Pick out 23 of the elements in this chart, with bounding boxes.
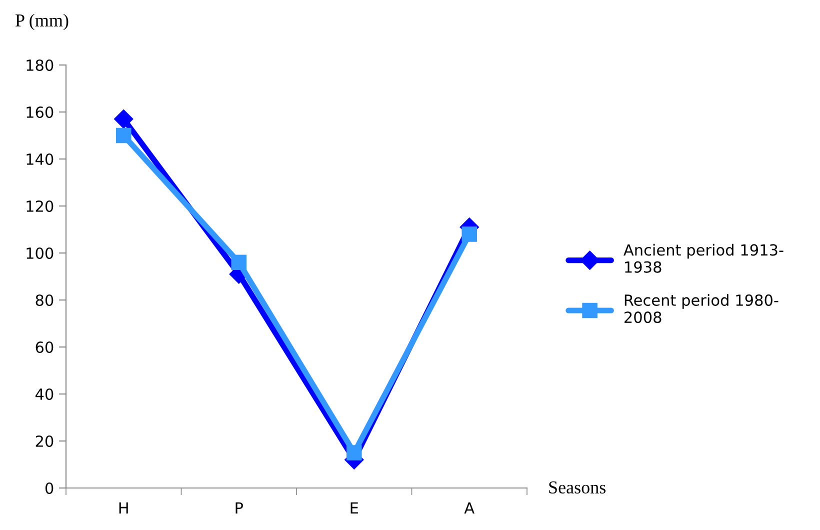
x-tick-label: H	[119, 502, 128, 514]
y-tick-label: 100	[26, 247, 54, 260]
legend-label: Recent period 1980-2008	[624, 294, 778, 324]
y-tick-label: 180	[26, 59, 54, 72]
y-tick-label: 40	[36, 388, 54, 400]
y-tick-label: 0	[45, 482, 54, 494]
y-tick-label: 80	[36, 294, 54, 306]
y-tick-label: 140	[26, 153, 54, 166]
point	[462, 226, 478, 242]
point	[116, 128, 132, 144]
x-axis-title: Seasons	[549, 481, 606, 494]
y-tick-label: 160	[26, 106, 54, 118]
y-tick-label: 60	[36, 341, 54, 354]
point	[114, 110, 134, 129]
point	[346, 445, 362, 460]
point	[231, 254, 247, 270]
x-tick-label: P	[236, 502, 243, 514]
legend-label: Ancient period 1913-1938	[624, 244, 784, 273]
y-axis-title: P (mm)	[16, 14, 68, 30]
y-tick-label: 120	[26, 200, 54, 212]
y-tick-label: 20	[36, 435, 54, 448]
x-tick-label: E	[350, 502, 358, 514]
x-tick-label: A	[464, 502, 474, 514]
